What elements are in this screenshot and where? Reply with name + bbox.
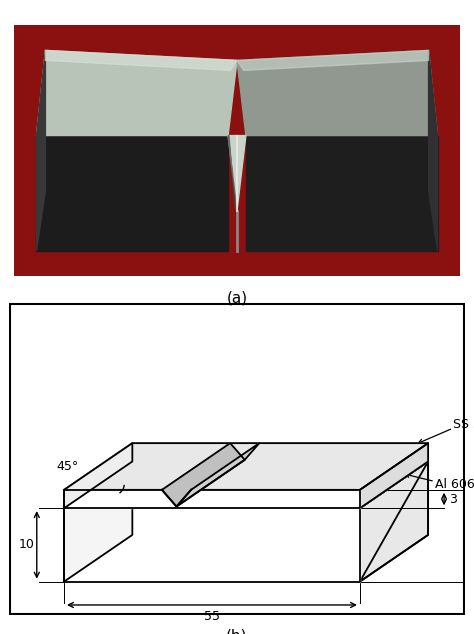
Text: (b): (b) [226,628,248,634]
Polygon shape [237,51,438,136]
Polygon shape [246,136,438,251]
Polygon shape [360,462,428,581]
Polygon shape [64,462,132,581]
Polygon shape [46,51,237,70]
Polygon shape [64,462,132,581]
Polygon shape [64,443,428,490]
Polygon shape [360,443,428,508]
Text: 45°: 45° [56,460,78,473]
Polygon shape [176,443,259,507]
Text: 2: 2 [188,482,196,495]
Polygon shape [228,136,237,210]
Text: (a): (a) [227,291,247,306]
Polygon shape [36,51,46,251]
Polygon shape [162,490,191,507]
Polygon shape [360,462,428,581]
Polygon shape [64,490,360,508]
Polygon shape [237,51,428,70]
Polygon shape [64,462,428,508]
Text: 55: 55 [204,610,220,623]
Polygon shape [36,51,237,136]
Text: 3: 3 [449,493,457,505]
Polygon shape [64,443,132,508]
Text: SS 304: SS 304 [453,418,474,431]
Polygon shape [64,508,360,581]
Text: Al 6061: Al 6061 [435,478,474,491]
Polygon shape [162,443,245,507]
Polygon shape [64,462,428,508]
Polygon shape [64,508,360,581]
Polygon shape [228,136,246,210]
Text: 10: 10 [18,538,35,552]
Polygon shape [428,51,438,251]
Polygon shape [36,136,228,251]
